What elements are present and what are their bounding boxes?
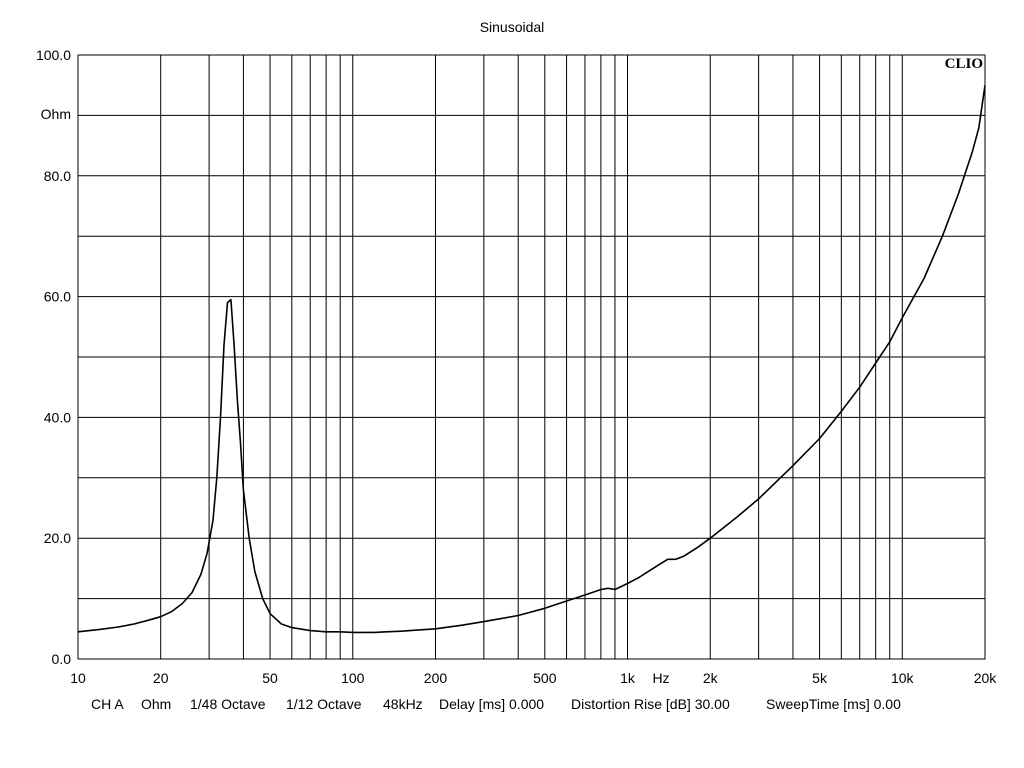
x-tick-label: 5k — [812, 670, 828, 686]
y-tick-labels: 0.0 20.0 40.0 60.0 80.0 100.0 — [36, 47, 71, 667]
y-tick-label: 100.0 — [36, 47, 71, 63]
footer-sample-rate: 48kHz — [383, 696, 423, 712]
x-tick-label: 100 — [341, 670, 365, 686]
series-layer — [77, 85, 986, 634]
y-tick-label: 20.0 — [44, 530, 71, 546]
chart-title: Sinusoidal — [479, 19, 545, 35]
x-tick-label: 1k — [620, 670, 636, 686]
x-unit-label: Hz — [652, 670, 669, 686]
clio-logo: CLIO — [945, 56, 983, 72]
y-tick-label: 0.0 — [52, 651, 72, 667]
x-tick-label: 2k — [703, 670, 719, 686]
x-tick-label: 20k — [974, 670, 998, 686]
y-unit-label: Ohm — [41, 106, 71, 122]
x-tick-label: 20 — [153, 670, 169, 686]
footer-distortion-rise: Distortion Rise [dB] 30.00 — [571, 696, 730, 712]
footer-sweep-time: SweepTime [ms] 0.00 — [766, 696, 901, 712]
y-tick-label: 60.0 — [44, 289, 71, 305]
x-tick-labels: 10 20 50 100 200 500 1k 2k 5k 10k 20k — [70, 670, 997, 686]
y-tick-label: 80.0 — [44, 168, 71, 184]
x-tick-label: 200 — [424, 670, 448, 686]
footer-resolution: 1/48 Octave — [190, 696, 266, 712]
y-tick-label: 40.0 — [44, 409, 71, 425]
footer-delay: Delay [ms] 0.000 — [439, 696, 545, 712]
footer-unit: Ohm — [141, 696, 172, 712]
x-tick-label: 50 — [262, 670, 278, 686]
footer-smoothing: 1/12 Octave — [286, 696, 362, 712]
x-tick-label: 10 — [70, 670, 86, 686]
x-tick-label: 10k — [891, 670, 915, 686]
x-tick-label: 500 — [533, 670, 557, 686]
horizontal-grid — [78, 114, 985, 600]
impedance-curve-0 — [77, 85, 986, 634]
footer-channel: CH A — [91, 696, 124, 712]
